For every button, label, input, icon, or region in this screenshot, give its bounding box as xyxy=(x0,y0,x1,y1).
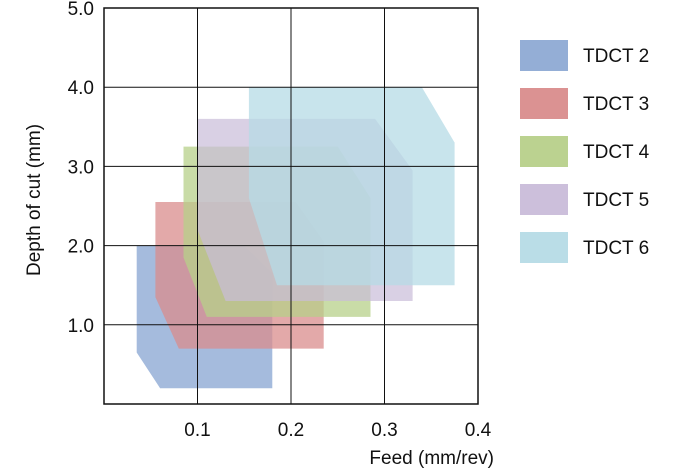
x-tick-labels: 0.1 0.2 0.3 0.4 xyxy=(184,420,491,441)
y-tick-label: 3.0 xyxy=(68,157,94,178)
legend: TDCT 2 TDCT 3 TDCT 4 TDCT 5 TDCT 6 xyxy=(520,40,650,263)
x-axis-label: Feed (mm/rev) xyxy=(369,448,494,469)
legend-swatch xyxy=(520,40,568,71)
y-axis-label: Depth of cut (mm) xyxy=(24,124,45,276)
y-tick-label: 5.0 xyxy=(68,0,94,20)
legend-label: TDCT 6 xyxy=(583,238,649,259)
x-tick-label: 0.1 xyxy=(184,420,210,441)
legend-swatch xyxy=(520,136,568,167)
x-tick-label: 0.2 xyxy=(278,420,304,441)
y-tick-label: 4.0 xyxy=(68,78,94,99)
x-tick-label: 0.3 xyxy=(371,420,397,441)
x-tick-label: 0.4 xyxy=(465,420,492,441)
legend-swatch xyxy=(520,184,568,215)
y-tick-label: 1.0 xyxy=(68,316,94,337)
legend-label: TDCT 5 xyxy=(583,190,649,211)
legend-swatch xyxy=(520,232,568,263)
y-tick-labels: 1.0 2.0 3.0 4.0 5.0 xyxy=(68,0,94,337)
legend-label: TDCT 3 xyxy=(583,94,649,115)
area-tdct-6 xyxy=(248,87,455,286)
legend-swatch xyxy=(520,88,568,119)
area-series-group xyxy=(136,87,455,389)
legend-label: TDCT 4 xyxy=(583,142,650,163)
legend-label: TDCT 2 xyxy=(583,46,649,67)
plot-frame xyxy=(103,7,479,405)
y-tick-label: 2.0 xyxy=(68,237,94,258)
